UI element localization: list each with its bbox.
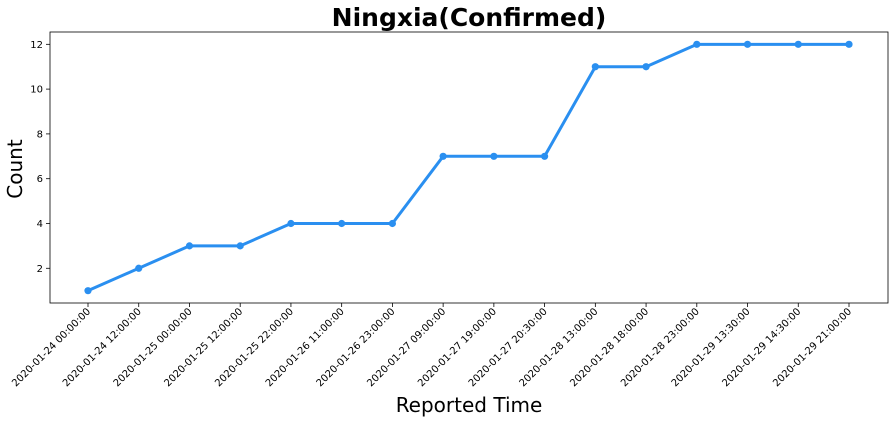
data-point	[236, 242, 244, 250]
y-tick-label: 4	[37, 219, 43, 230]
data-point	[693, 40, 701, 48]
plot-frame	[49, 31, 889, 304]
data-point	[642, 63, 650, 71]
data-point	[135, 264, 143, 272]
y-tick-label: 2	[37, 264, 43, 275]
y-axis-label: Count	[3, 139, 27, 199]
data-point	[845, 40, 853, 48]
data-point	[541, 152, 549, 160]
series-confirmed	[84, 40, 853, 295]
data-point	[490, 152, 498, 160]
chart-title: Ningxia(Confirmed)	[332, 3, 607, 32]
data-point	[794, 40, 802, 48]
y-tick-label: 10	[30, 85, 43, 96]
y-tick-label: 8	[37, 129, 43, 140]
x-axis-label: Reported Time	[396, 393, 543, 417]
data-point	[743, 40, 752, 48]
data-point	[338, 219, 346, 228]
y-axis-ticks: 2 4 6 8 10 12	[30, 40, 50, 275]
data-point	[388, 219, 396, 228]
data-point	[439, 152, 447, 160]
data-point	[84, 287, 92, 295]
y-tick-label: 12	[30, 40, 43, 51]
series-line	[86, 42, 851, 293]
y-tick-label: 6	[37, 174, 43, 185]
data-point	[185, 242, 194, 250]
data-point	[591, 63, 599, 71]
data-point	[287, 219, 295, 228]
